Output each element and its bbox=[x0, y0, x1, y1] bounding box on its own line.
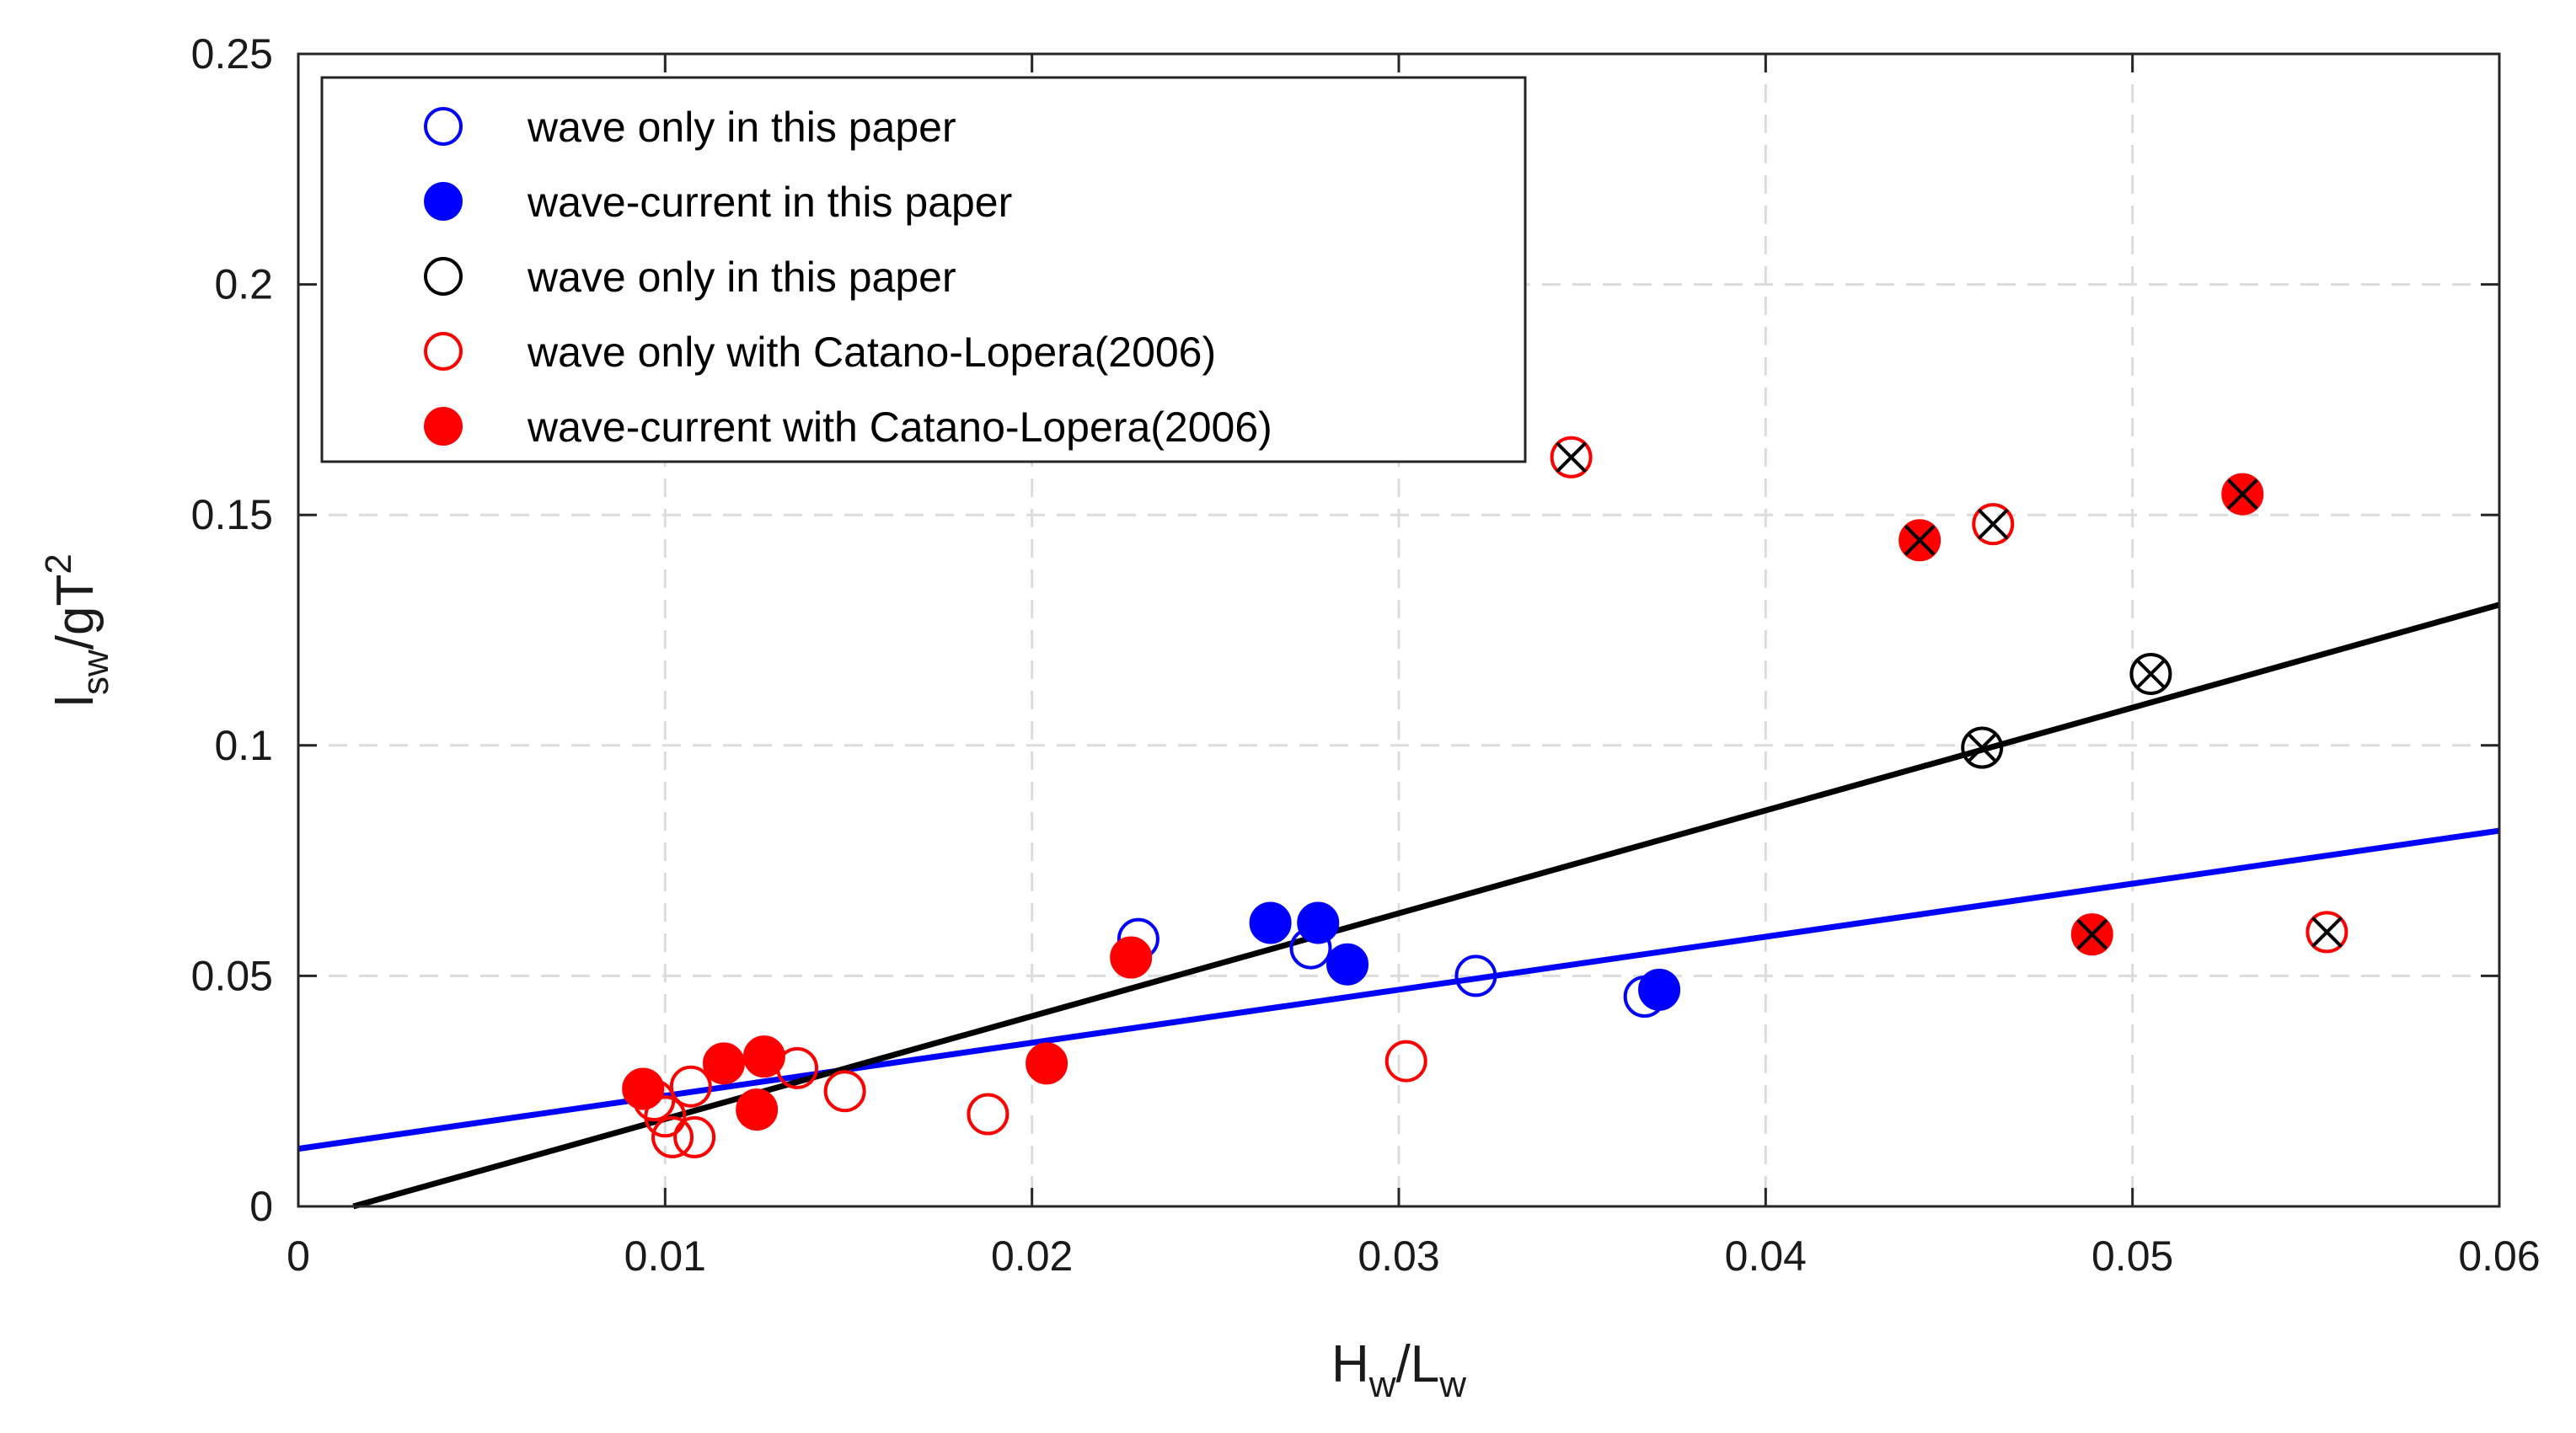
data-point bbox=[2129, 652, 2172, 695]
cross-marker bbox=[1904, 524, 1936, 556]
axis-ticks: 0 0.01 0.02 0.03 0.04 0.05 0.06 0 0.05 0.1 0.15 0.2… bbox=[191, 30, 2541, 1280]
data-point bbox=[702, 1042, 745, 1085]
data-point bbox=[1026, 1042, 1068, 1085]
y-label-sup: 2 bbox=[38, 553, 79, 574]
x-label-sub: w bbox=[1368, 1364, 1396, 1405]
x-label-main: H bbox=[1331, 1335, 1369, 1393]
data-point bbox=[651, 1115, 694, 1158]
y-tick-label: 0.05 bbox=[191, 952, 273, 999]
cross-marker bbox=[1966, 732, 1998, 763]
fit-line bbox=[352, 602, 2500, 1210]
data-point bbox=[1961, 726, 2004, 769]
y-tick-label: 0.1 bbox=[214, 722, 273, 769]
legend-entry-label: wave only in this paper bbox=[527, 104, 956, 151]
x-label-sep: /L bbox=[1396, 1335, 1440, 1393]
legend-marker bbox=[424, 407, 463, 446]
x-tick-label: 0.05 bbox=[2091, 1232, 2173, 1280]
y-tick-label: 0 bbox=[249, 1183, 273, 1230]
cross-marker bbox=[2076, 918, 2108, 950]
y-tick-label: 0.25 bbox=[191, 30, 273, 78]
cross-marker bbox=[2226, 479, 2258, 510]
legend-marker bbox=[424, 182, 463, 221]
y-axis-label: lsw/gT2 bbox=[38, 553, 116, 707]
y-label-main: l bbox=[46, 695, 104, 707]
data-points bbox=[622, 436, 2348, 1158]
data-point bbox=[823, 1070, 866, 1113]
data-point bbox=[736, 1088, 779, 1131]
legend: wave only in this paper wave-current in t… bbox=[320, 76, 1527, 463]
cross-marker bbox=[1977, 508, 2009, 540]
x-tick-label: 0.01 bbox=[624, 1232, 706, 1280]
data-point bbox=[622, 1067, 665, 1110]
data-point bbox=[1384, 1040, 1427, 1083]
legend-marker bbox=[424, 257, 463, 296]
y-tick-label: 0.2 bbox=[214, 261, 273, 308]
x-tick-label: 0.02 bbox=[991, 1232, 1073, 1280]
x-tick-label: 0.04 bbox=[1725, 1232, 1807, 1280]
legend-entry-label: wave only with Catano-Lopera(2006) bbox=[527, 329, 1216, 376]
cross-marker bbox=[2135, 658, 2166, 690]
legend-entry-label: wave-current with Catano-Lopera(2006) bbox=[527, 404, 1272, 451]
y-label-sep: /gT bbox=[46, 575, 104, 650]
data-point bbox=[669, 1065, 712, 1108]
data-point bbox=[644, 1095, 687, 1138]
data-point bbox=[742, 1035, 785, 1078]
x-tick-label: 0.03 bbox=[1358, 1232, 1439, 1280]
y-tick-label: 0.15 bbox=[191, 491, 273, 538]
data-point bbox=[1249, 901, 1292, 944]
data-point bbox=[1297, 901, 1340, 944]
y-label-sub: sw bbox=[75, 650, 116, 695]
data-point bbox=[1110, 936, 1153, 979]
data-point bbox=[1638, 968, 1681, 1011]
x-tick-label: 0.06 bbox=[2458, 1232, 2540, 1280]
data-point bbox=[2306, 911, 2348, 954]
data-point bbox=[1550, 436, 1593, 479]
legend-marker bbox=[424, 332, 463, 371]
data-point bbox=[1454, 954, 1497, 997]
legend-marker bbox=[424, 107, 463, 146]
cross-marker bbox=[1556, 441, 1588, 473]
data-point bbox=[1326, 943, 1369, 986]
legend-entry-label: wave only in this paper bbox=[527, 254, 956, 301]
legend-entry-label: wave-current in this paper bbox=[527, 179, 1012, 226]
legend-box bbox=[320, 76, 1527, 463]
data-point bbox=[673, 1115, 716, 1158]
x-tick-label: 0 bbox=[287, 1232, 310, 1280]
data-point bbox=[1972, 503, 2015, 546]
data-point bbox=[967, 1093, 1010, 1136]
x-label-sub2: w bbox=[1438, 1364, 1466, 1405]
x-axis-label: Hw/Lw bbox=[1331, 1335, 1466, 1405]
cross-marker bbox=[2311, 917, 2343, 948]
